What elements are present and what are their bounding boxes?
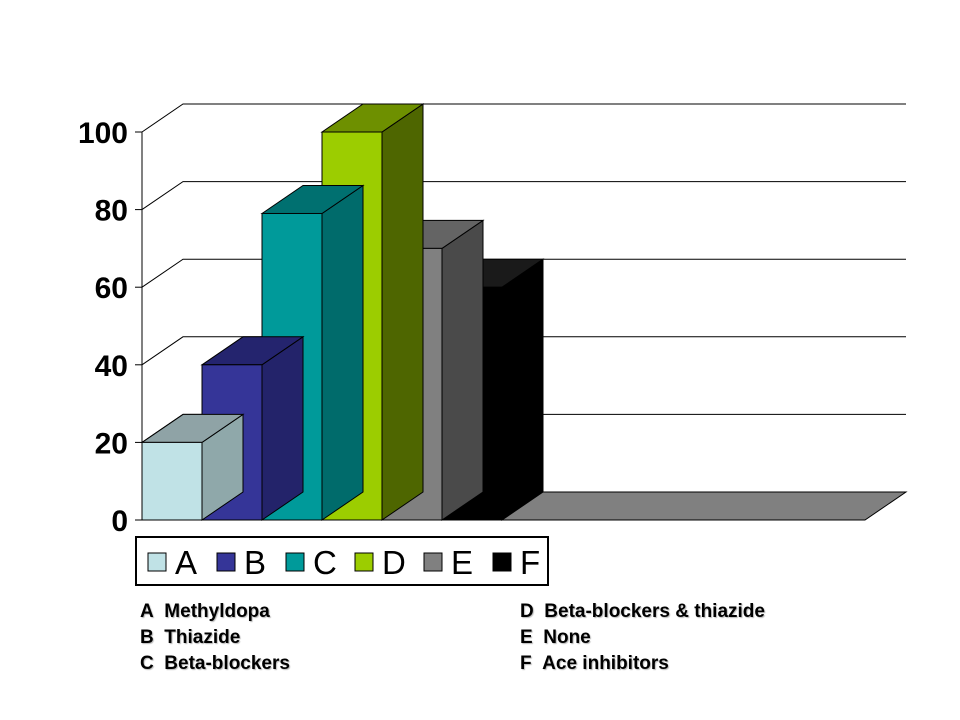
note-label: Methyldopa xyxy=(164,601,270,622)
y-tick-label: 20 xyxy=(95,427,128,460)
note-item: E None xyxy=(520,625,765,651)
bar-side xyxy=(501,258,544,521)
legend-label-E: E xyxy=(451,544,473,581)
note-label: None xyxy=(543,627,591,648)
y-tick-label: 40 xyxy=(95,350,128,383)
legend-box xyxy=(135,536,549,586)
y-tick-label: 0 xyxy=(111,505,128,538)
note-letter: F xyxy=(520,653,532,674)
bar-front xyxy=(141,441,203,521)
notes-left-column: A Methyldopa B Thiazide C Beta-blockers xyxy=(140,599,290,677)
bar-side xyxy=(441,219,484,521)
y-tick-label: 100 xyxy=(78,117,128,150)
note-label: Beta-blockers & thiazide xyxy=(544,601,765,622)
note-letter: A xyxy=(140,601,154,622)
legend-swatch-A xyxy=(147,552,167,572)
legend-label-D: D xyxy=(382,544,406,581)
gridline xyxy=(141,103,906,133)
bar-group xyxy=(140,103,545,521)
notes-right-column: D Beta-blockers & thiazide E None F Ace … xyxy=(520,599,765,677)
note-label: Beta-blockers xyxy=(164,653,290,674)
legend: A B C D E F xyxy=(135,536,549,586)
note-label: Ace inhibitors xyxy=(542,653,669,674)
note-letter: D xyxy=(520,601,534,622)
legend-swatch-E xyxy=(423,552,443,572)
y-tick-label: 60 xyxy=(95,272,128,305)
bar-A xyxy=(140,413,245,521)
legend-label-A: A xyxy=(175,544,197,581)
note-letter: B xyxy=(140,627,154,648)
legend-swatch-C xyxy=(285,552,305,572)
note-item: B Thiazide xyxy=(140,625,290,651)
bar-side xyxy=(261,335,304,521)
y-axis: 0 20 40 60 80 100 xyxy=(78,117,142,538)
note-item: D Beta-blockers & thiazide xyxy=(520,599,765,625)
y-tick-label: 80 xyxy=(95,195,128,228)
bar-side xyxy=(321,184,364,521)
legend-swatch-F xyxy=(492,552,512,572)
note-label: Thiazide xyxy=(164,627,241,648)
bar-side xyxy=(381,103,424,521)
legend-label-F: F xyxy=(520,544,540,581)
note-item: C Beta-blockers xyxy=(140,651,290,677)
legend-swatch-D xyxy=(354,552,374,572)
gridline xyxy=(141,181,906,211)
note-letter: E xyxy=(520,627,533,648)
legend-label-B: B xyxy=(244,544,266,581)
gridline xyxy=(141,258,906,288)
gridline xyxy=(141,336,906,366)
legend-label-C: C xyxy=(313,544,337,581)
note-item: F Ace inhibitors xyxy=(520,651,765,677)
note-item: A Methyldopa xyxy=(140,599,290,625)
note-letter: C xyxy=(140,653,154,674)
legend-swatch-B xyxy=(216,552,236,572)
